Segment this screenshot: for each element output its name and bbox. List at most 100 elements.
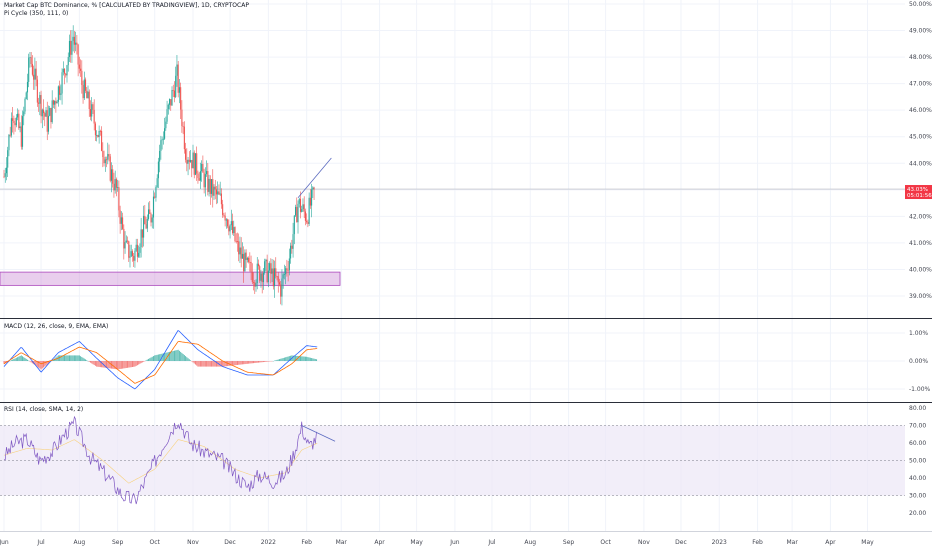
macd-histogram-bar [309,357,311,361]
candle-body [219,193,221,195]
macd-histogram-bar [138,361,140,365]
macd-histogram-bar [311,358,313,361]
macd-histogram-bar [172,350,174,361]
candle-body [70,40,72,55]
macd-histogram-bar [177,349,179,361]
resistance-trendline [297,157,332,199]
candle-body [91,104,93,117]
candle-body [177,64,179,93]
macd-histogram-bar [197,361,199,367]
macd-histogram-bar [267,361,269,362]
macd-histogram-bar [313,358,315,361]
x-tick-label: 2022 [261,539,276,546]
candle-body [243,253,245,272]
candle-body [112,169,114,184]
x-tick-label: Nov [187,539,199,546]
x-tick-label: Mar [336,539,348,546]
price-tag-value: 43.03% [907,187,928,193]
candle-body [115,179,117,188]
candle-body [282,274,284,279]
macd-histogram-bar [275,360,277,361]
candle-body [255,283,257,287]
macd-histogram-bar [94,361,96,366]
candle-body [285,268,287,275]
candle-body [259,266,261,281]
macd-histogram-bar [304,356,306,361]
macd-tick-label: -1.00% [909,386,931,393]
macd-histogram-bar [152,356,154,361]
candle-body [23,111,25,117]
macd-histogram-bar [40,361,42,370]
macd-histogram-bar [41,361,43,369]
macd-histogram-bar [182,354,184,361]
macd-histogram-bar [230,361,232,366]
candle-body [246,257,248,260]
candle-body [152,196,155,218]
candle-body [51,100,53,123]
macd-histogram-bar [160,353,162,361]
macd-histogram-bar [264,361,266,362]
candle-body [29,57,31,58]
macd-histogram-bar [244,361,246,365]
candle-body [14,123,16,126]
macd-histogram-bar [135,361,137,366]
macd-histogram-bar [225,361,227,367]
rsi-tick-label: 50.00 [909,458,926,465]
candle-body [266,259,268,283]
candle-body [44,113,46,117]
candle-body [54,100,56,105]
candle-body [88,91,90,110]
candle-body [12,118,14,121]
candle-body [62,68,64,73]
candle-body [249,261,251,263]
macd-histogram-bar [89,361,91,363]
macd-histogram-bar [183,355,185,361]
candle-body [63,68,66,74]
macd-histogram-bar [196,361,198,366]
candle-body [277,276,279,283]
candle-body [114,179,116,191]
macd-histogram-bar [78,355,80,361]
candle-body [182,126,184,127]
macd-histogram-bar [277,359,279,361]
candle-body [207,171,209,192]
candle-body [272,268,274,287]
candle-body [134,250,136,261]
candle-body [236,241,239,242]
candle-body [180,87,182,110]
macd-histogram-bar [239,361,241,365]
candle-body [171,90,173,106]
candle-body [262,272,264,283]
candle-body [260,273,262,281]
candle-body [307,222,309,224]
candle-body [3,176,5,178]
x-tick-label: Jul [36,539,45,546]
macd-histogram-bar [148,358,150,361]
macd-histogram-bar [213,361,215,367]
macd-histogram-bar [120,361,122,369]
macd-histogram-bar [39,361,41,369]
candle-body [196,153,198,174]
macd-histogram-bar [91,361,93,364]
y-tick-label: 45.00% [909,134,932,141]
x-tick-label: Nov [638,539,650,546]
candle-body [204,174,206,188]
macd-histogram-bar [127,361,129,368]
candle-body [254,282,256,287]
candle-body [231,221,234,234]
macd-histogram-bar [99,361,101,368]
macd-histogram-bar [155,355,157,361]
macd-histogram-bar [266,361,268,362]
macd-histogram-bar [13,359,15,361]
candle-body [108,154,110,157]
candle-body [86,90,88,99]
x-tick-label: Aug [524,539,536,546]
support-zone-rect [0,271,341,286]
candle-body [21,116,24,147]
candle-body [172,90,174,91]
candle-body [194,153,197,175]
candle-body [65,73,67,76]
candle-body [306,220,308,223]
candle-body [293,215,295,235]
